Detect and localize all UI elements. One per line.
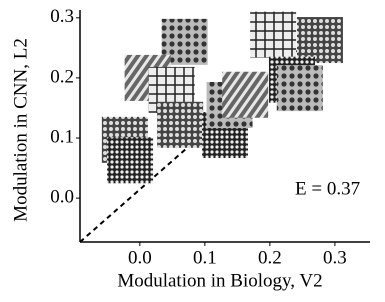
y-tick-label: 0.0 [50,186,74,207]
texture-point [157,102,203,148]
y-tick-label: 0.1 [50,126,74,147]
x-tick-label: 0.0 [128,247,152,268]
texture-point [250,12,296,58]
y-axis-label: Modulation in CNN, L2 [10,38,31,222]
y-tick-label: 0.3 [50,6,74,27]
x-tick-label: 0.1 [193,247,217,268]
x-tick-label: 0.2 [258,247,282,268]
texture-point [277,65,323,111]
x-tick-label: 0.3 [323,247,347,268]
chart: 0.0 0.1 0.2 0.3 0.0 0.1 0.2 0.3 E = 0.37 Modula… [0,0,385,297]
annotation: E = 0.37 [295,178,360,199]
y-tick-label: 0.2 [50,66,74,87]
texture-point [297,17,343,63]
texture-point [222,72,268,118]
texture-point [107,137,153,183]
x-axis-label: Modulation in Biology, V2 [117,270,322,291]
